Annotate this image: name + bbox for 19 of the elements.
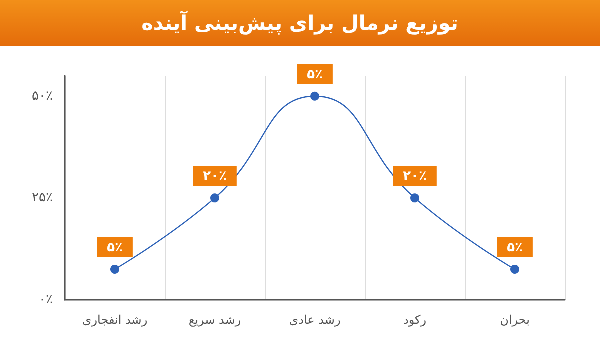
y-tick-label: ۰٪ [39,292,54,308]
x-tick-label: رشد انفجاری [82,313,148,327]
x-tick-label: بحران [500,313,530,327]
x-tick-label: رشد سریع [188,313,242,327]
annotation: ۵٪ [507,240,523,256]
y-tick-label: ۵۰٪ [32,88,54,104]
point [210,194,220,203]
point [310,92,320,101]
chart-title: توزیع نرمال برای پیش‌بینی آینده [0,0,600,46]
annotation: ۵٪ [307,67,323,82]
annotation: ۲۰٪ [403,169,427,184]
point [110,264,120,274]
annotation: ۲۰٪ [203,169,227,184]
point [510,264,520,274]
x-tick-label: رشد عادی [289,313,341,327]
point [410,194,420,203]
annotation: ۵٪ [107,240,123,256]
y-tick-label: ۲۵٪ [32,190,54,206]
x-tick-label: رکود [403,313,427,327]
